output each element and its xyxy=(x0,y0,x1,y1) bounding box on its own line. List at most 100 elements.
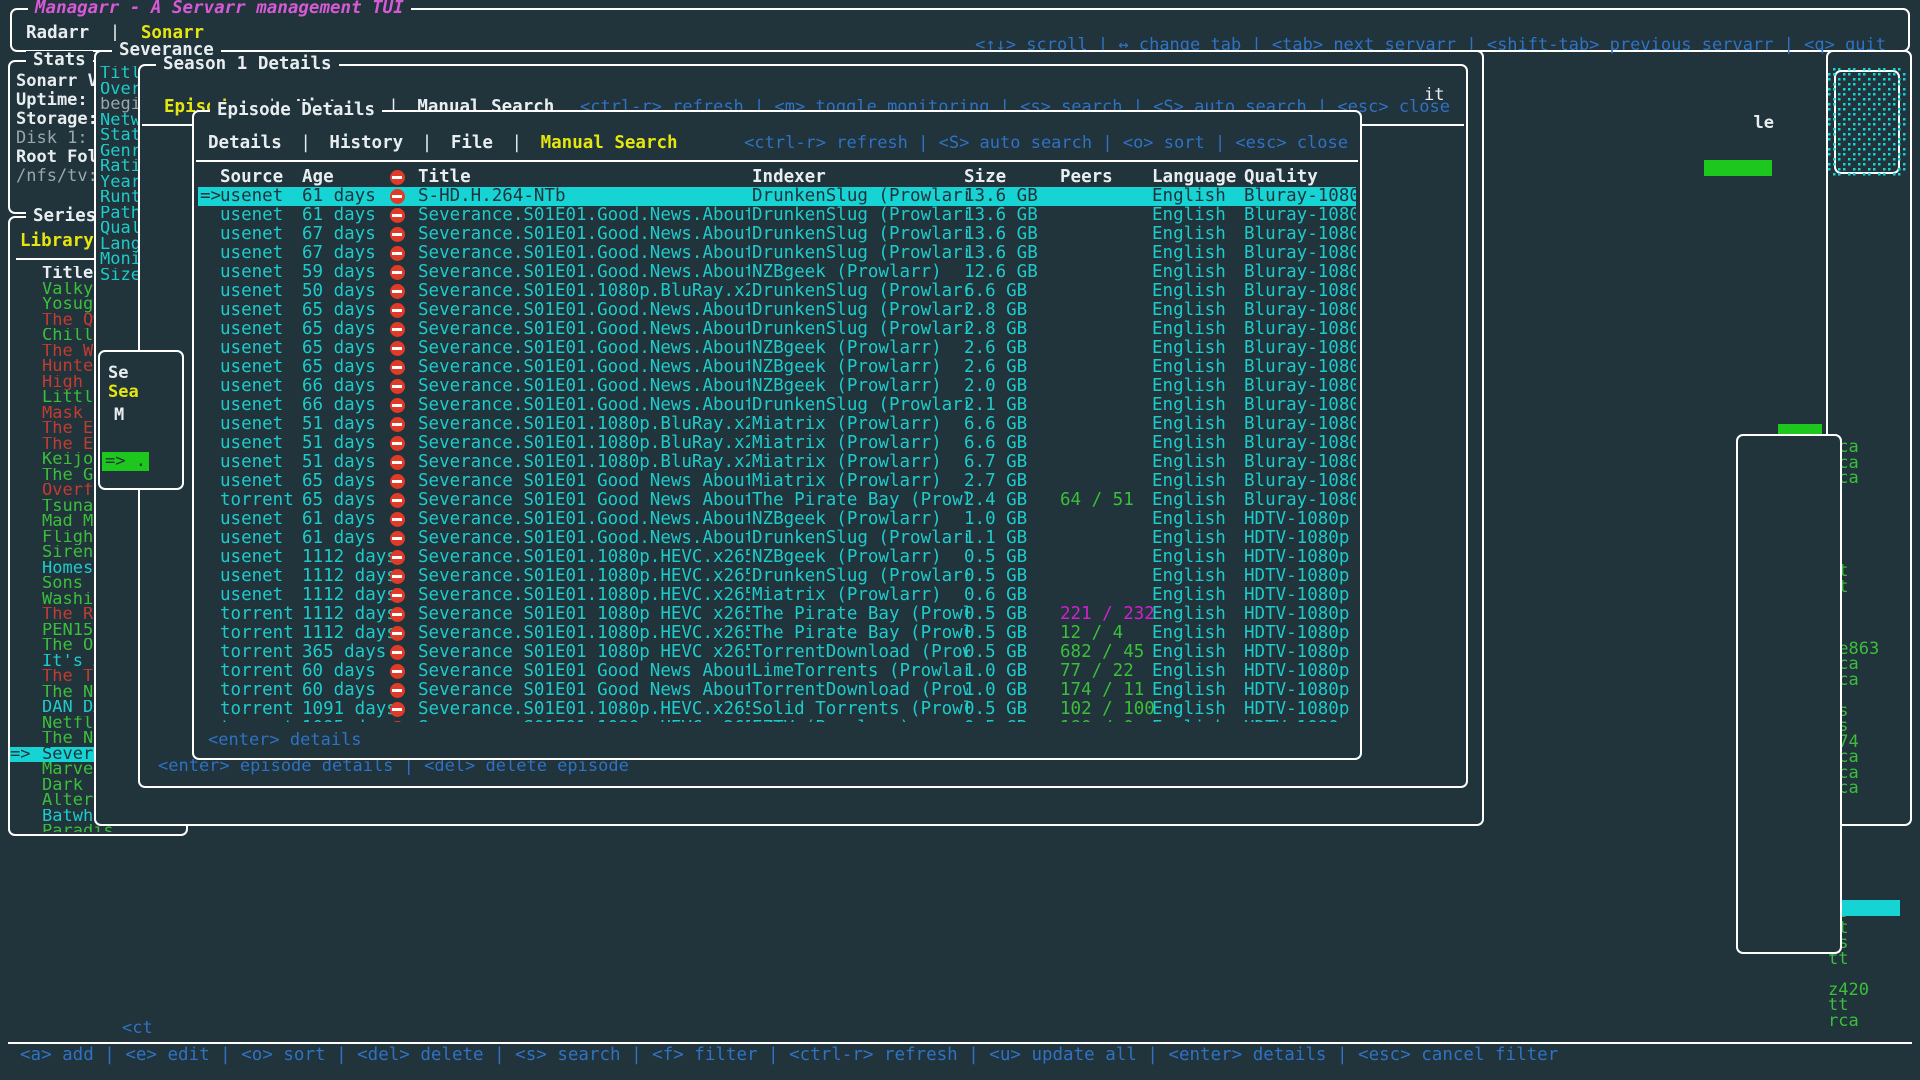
table-row[interactable]: torrent 60 days Severance S01E01 Good News… xyxy=(198,681,1356,700)
cell-quality: Bluray-1080p xyxy=(1244,358,1356,377)
cell-source: usenet xyxy=(220,453,284,472)
table-row[interactable]: usenet 67 days Severance.S01E01.Good.News.… xyxy=(198,244,1356,263)
small-pane-tabs: Se Sea xyxy=(108,364,139,402)
table-row[interactable]: usenet 67 days Severance.S01E01.Good.News.… xyxy=(198,225,1356,244)
tab-radarr[interactable]: Radarr xyxy=(26,23,90,43)
table-row[interactable]: torrent 60 days Severance S01E01 Good News… xyxy=(198,662,1356,681)
series-list-item[interactable]: Sirens xyxy=(42,545,104,561)
cell-rejected xyxy=(380,548,414,568)
cell-size: 2.6 GB xyxy=(964,358,1028,377)
cell-age: 61 days xyxy=(302,206,376,225)
cell-indexer: DrunkenSlug (Prowlarr) xyxy=(752,282,968,301)
series-list-item[interactable]: Little xyxy=(42,390,104,406)
table-row[interactable]: usenet 65 days Severance.S01E01.Good.News.… xyxy=(198,339,1356,358)
table-row[interactable]: torrent 1091 days Severance.S01E01.1080p.H… xyxy=(198,700,1356,719)
tab-episode-history[interactable]: History xyxy=(329,133,404,153)
table-row[interactable]: torrent1095 days Severance S01E01 1080p H… xyxy=(198,719,1356,722)
cell-title: Severance.S01E01.Good.News.About.Hell.10… xyxy=(418,244,750,263)
rejected-icon xyxy=(389,607,405,622)
cell-indexer: DrunkenSlug (Prowlarr) xyxy=(752,187,968,206)
small-tab-se[interactable]: Se xyxy=(108,363,129,383)
cell-language: English xyxy=(1152,510,1226,529)
series-list-item[interactable]: Hunter xyxy=(42,359,104,375)
table-row[interactable]: usenet 65 days Severance.S01E01.Good.News.… xyxy=(198,301,1356,320)
table-row[interactable]: usenet 51 days Severance.S01E01.1080p.BluR… xyxy=(198,453,1356,472)
small-pane-label-m: M xyxy=(114,405,125,425)
cell-source: torrent xyxy=(220,662,294,681)
cell-size: 1.0 GB xyxy=(964,681,1028,700)
cell-quality: HDTV-1080p xyxy=(1244,605,1350,624)
cell-title: Severance.S01E01.Good.News.About.Hell.10… xyxy=(418,396,750,415)
tab-sonarr[interactable]: Sonarr xyxy=(140,23,205,43)
cell-source: usenet xyxy=(220,225,284,244)
table-row[interactable]: usenet 1112 days Severance.S01E01.1080p.HE… xyxy=(198,567,1356,586)
table-row[interactable]: torrent 65 days Severance S01E01 Good News… xyxy=(198,491,1356,510)
cell-title: Severance.S01E01.Good.News.About.Hell.10… xyxy=(418,377,750,396)
episode-divider xyxy=(196,160,1358,162)
cell-quality: Bluray-1080p Re xyxy=(1244,244,1356,263)
table-row[interactable]: usenet 1112 days Severance.S01E01.1080p.HE… xyxy=(198,548,1356,567)
series-list-item[interactable]: PEN15 xyxy=(42,622,94,638)
cell-rejected xyxy=(380,396,414,416)
rejected-icon xyxy=(389,208,405,223)
cell-language: English xyxy=(1152,263,1226,282)
cell-title: Severance.S01E01.Good.News.About.Hell.10… xyxy=(418,320,750,339)
table-row[interactable]: usenet 51 days Severance.S01E01.1080p.BluR… xyxy=(198,415,1356,434)
col-header-age[interactable]: Age xyxy=(302,168,334,187)
col-header-peers[interactable]: Peers xyxy=(1060,168,1113,187)
table-row[interactable]: usenet 50 days Severance.S01E01.1080p.BluR… xyxy=(198,282,1356,301)
series-list-item[interactable]: Paradis xyxy=(10,824,186,832)
col-header-source[interactable]: Source xyxy=(220,168,284,187)
ep-tab-sep-3: | xyxy=(511,133,523,153)
series-list-item[interactable]: DAN DA xyxy=(42,700,104,716)
rejected-icon xyxy=(389,284,405,299)
table-row[interactable]: usenet 1112 days Severance.S01E01.1080p.HE… xyxy=(198,586,1356,605)
table-row[interactable]: torrent 1112 days Severance.S01E01.1080p.H… xyxy=(198,624,1356,643)
series-list-item[interactable]: Yosuga xyxy=(42,297,104,313)
series-title: Series xyxy=(26,207,104,226)
cell-quality: HDTV-1080p xyxy=(1244,548,1350,567)
table-row[interactable]: usenet 66 days Severance.S01E01.Good.News.… xyxy=(198,396,1356,415)
col-header-size[interactable]: Size xyxy=(964,168,1007,187)
table-row[interactable]: usenet 61 days Severance.S01E01.Good.News.… xyxy=(198,510,1356,529)
table-row[interactable]: usenet 61 days Severance.S01E01.Good.News.… xyxy=(198,206,1356,225)
col-header-quality[interactable]: Quality xyxy=(1244,168,1318,187)
table-row[interactable]: usenet 59 days Severance.S01E01.Good.News.… xyxy=(198,263,1356,282)
cell-title: Severance.S01E01.Good.News.About.Hell.10… xyxy=(418,510,750,529)
table-row[interactable]: torrent 1112 days Severance S01E01 1080p H… xyxy=(198,605,1356,624)
tab-details[interactable]: Details xyxy=(208,133,282,153)
cell-indexer: DrunkenSlug (Prowlarr) xyxy=(752,396,968,415)
cell-age: 1112 days xyxy=(302,586,397,605)
cell-source: usenet xyxy=(220,586,284,605)
table-row[interactable]: usenet 51 days Severance.S01E01.1080p.BluR… xyxy=(198,434,1356,453)
cell-rejected xyxy=(380,510,414,530)
cell-quality: HDTV-1080p xyxy=(1244,586,1350,605)
cell-source: usenet xyxy=(220,396,284,415)
tab-file[interactable]: File xyxy=(450,133,493,153)
rejected-icon xyxy=(389,436,405,451)
col-header-language[interactable]: Language xyxy=(1152,168,1237,187)
table-row[interactable]: usenet 61 days Severance.S01E01.Good.News.… xyxy=(198,529,1356,548)
manual-search-results-table[interactable]: Source Age Title Indexer Size Peers Lang… xyxy=(198,168,1356,722)
right-ghost-entry: z420 xyxy=(1828,979,1869,1000)
table-row[interactable]: torrent 365 days Severance S01E01 1080p HE… xyxy=(198,643,1356,662)
table-row[interactable]: usenet 65 days Severance.S01E01.Good.News.… xyxy=(198,320,1356,339)
table-row[interactable]: usenet 65 days Severance S01E01 Good News … xyxy=(198,472,1356,491)
cell-title: Severance.S01E01.1080p.BluRay.x264-BORDU… xyxy=(418,434,750,453)
table-row[interactable]: => usenet 61 days S-HD.H.264-NTb DrunkenSlug… xyxy=(198,187,1356,206)
col-header-indexer[interactable]: Indexer xyxy=(752,168,826,187)
table-row[interactable]: usenet 65 days Severance.S01E01.Good.News.… xyxy=(198,358,1356,377)
rejected-icon xyxy=(389,455,405,470)
col-header-title[interactable]: Title xyxy=(418,168,471,187)
tab-manual-search[interactable]: Manual Search xyxy=(540,133,678,153)
cell-age: 66 days xyxy=(302,396,376,415)
series-list-item[interactable]: Flight xyxy=(42,529,104,545)
tab-library[interactable]: Library xyxy=(20,231,94,251)
small-tab-sea[interactable]: Sea xyxy=(108,382,139,402)
series-detail-field-label: Size xyxy=(100,267,141,283)
cell-size: 13.6 GB xyxy=(964,187,1038,206)
cell-title: Severance S01E01 Good News About Hell 10… xyxy=(418,681,750,700)
cell-age: 65 days xyxy=(302,491,376,510)
table-row[interactable]: usenet 66 days Severance.S01E01.Good.News.… xyxy=(198,377,1356,396)
cell-indexer: NZBgeek (Prowlarr) xyxy=(752,377,942,396)
